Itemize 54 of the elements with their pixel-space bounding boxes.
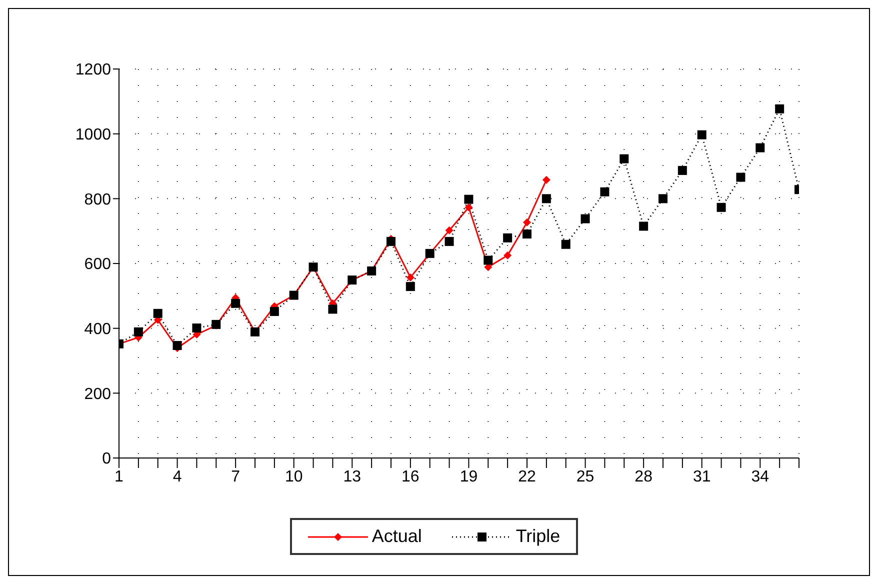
y-tick-label: 200: [84, 386, 112, 403]
y-tick-label: 1200: [75, 62, 112, 79]
point: [678, 166, 687, 175]
x-tick-label: 31: [692, 468, 711, 486]
point: [542, 194, 551, 204]
point: [444, 236, 454, 246]
point: [406, 282, 415, 292]
y-tick-label: 800: [84, 191, 112, 208]
x-tick-label: 4: [172, 468, 182, 486]
point: [464, 203, 473, 212]
point: [580, 214, 590, 224]
point: [464, 194, 474, 204]
point: [697, 130, 706, 140]
legend-label: Actual: [372, 526, 422, 547]
point: [270, 306, 279, 316]
x-tick-label: 34: [751, 468, 770, 486]
x-tick-label: 1: [114, 468, 124, 486]
point: [620, 154, 629, 164]
point: [639, 222, 648, 231]
x-tick-label: 25: [576, 468, 594, 486]
y-tick-label: 0: [102, 450, 112, 468]
point: [328, 304, 338, 314]
point: [172, 341, 182, 350]
legend-label: Triple: [516, 526, 560, 547]
point: [716, 202, 726, 212]
point: [231, 298, 240, 308]
point: [736, 172, 746, 182]
x-tick-label: 13: [343, 468, 362, 486]
point: [503, 233, 512, 242]
point: [523, 218, 531, 226]
point: [445, 226, 454, 234]
point: [600, 187, 610, 196]
point: [484, 256, 493, 265]
y-tick-label: 1000: [75, 126, 112, 144]
point: [522, 230, 532, 238]
point: [542, 176, 550, 184]
point: [658, 194, 668, 204]
point: [406, 273, 414, 282]
point: [756, 143, 765, 152]
x-tick-label: 7: [231, 468, 240, 486]
point: [561, 240, 570, 249]
point: [134, 327, 143, 336]
x-tick-label: 19: [460, 468, 478, 486]
point: [775, 104, 784, 114]
x-tick-label: 10: [284, 468, 303, 486]
point: [153, 308, 162, 318]
point: [386, 236, 396, 246]
x-tick-label: 28: [634, 468, 653, 486]
x-tick-label: 22: [518, 468, 536, 486]
y-tick-label: 400: [84, 321, 112, 338]
x-tick-label: 16: [402, 468, 420, 486]
point: [192, 324, 202, 333]
point: [504, 251, 512, 260]
y-tick-label: 600: [84, 256, 112, 274]
